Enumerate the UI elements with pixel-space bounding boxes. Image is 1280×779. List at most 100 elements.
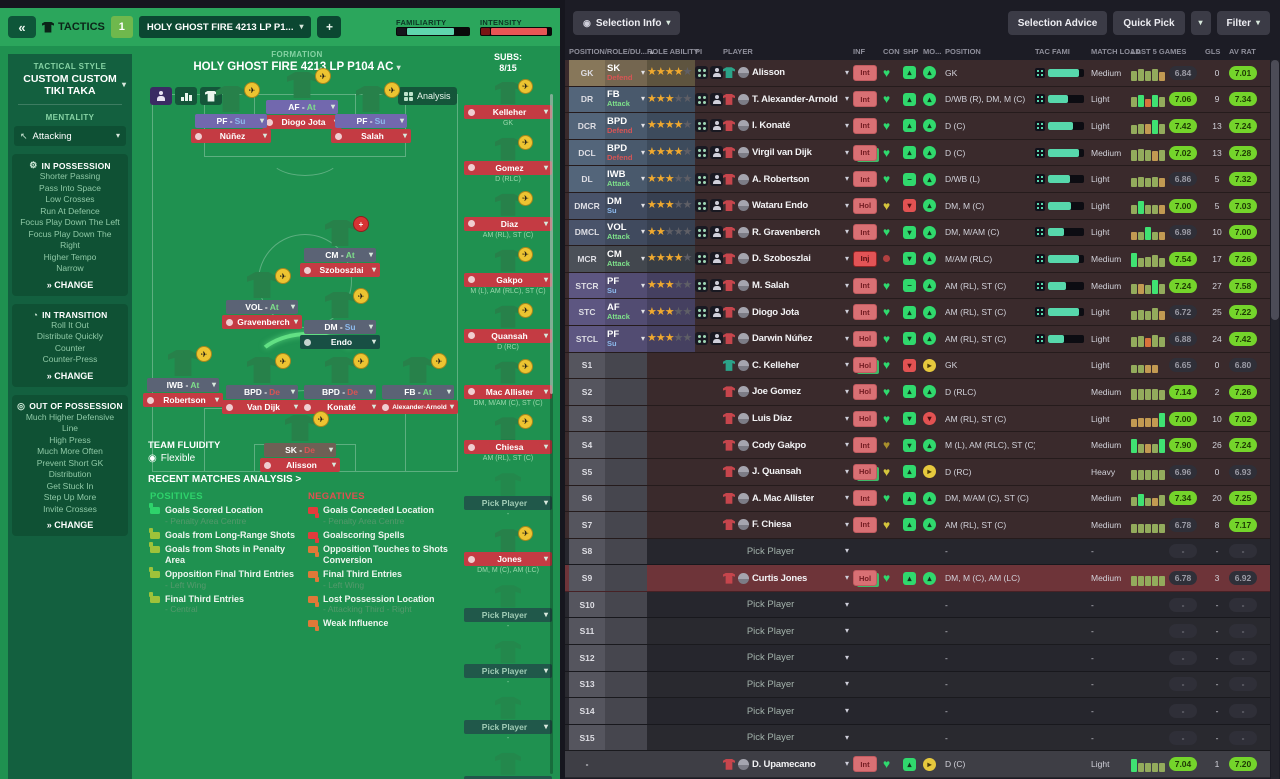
info-badge[interactable]: Inj xyxy=(853,250,877,267)
pitch-player[interactable]: ✈ SK - De ▾ Alisson ▾ xyxy=(260,411,340,472)
sub-slot[interactable]: Pick Player▾- xyxy=(460,752,556,779)
info-badge[interactable]: Int xyxy=(853,490,877,507)
sub-name-plate[interactable]: Gakpo ▾ xyxy=(464,272,552,287)
tactic-tab-1[interactable]: 1 xyxy=(110,16,133,38)
squad-row[interactable]: STCR PF Su ▾ ★ ★ ★ ★ ★ M. Salah ▾ Int ♥ − ▴ AM (RL), ST… xyxy=(565,272,1270,300)
sub-slot[interactable]: ✈ Mac Allister ▾ DM, M/AM (C), ST (C) xyxy=(460,358,556,407)
pitch-player[interactable]: ✈ PF - Su ▾ Salah ▾ xyxy=(331,82,411,143)
column-header-player[interactable]: PLAYER xyxy=(723,46,753,56)
role-plate[interactable]: SK - De ▾ xyxy=(264,443,336,457)
squad-row[interactable]: S15 Pick Player ▾ - - - - - xyxy=(565,724,1270,752)
pitch-player[interactable]: ✈ IWB - At ▾ Robertson ▾ xyxy=(143,346,223,407)
column-header-last-5-games[interactable]: LAST 5 GAMES xyxy=(1131,46,1187,56)
pi-cell[interactable] xyxy=(695,459,723,485)
pi-cell[interactable] xyxy=(695,60,723,86)
pi-cell[interactable] xyxy=(695,113,723,139)
pick-player-plate[interactable]: Pick Player ▾ xyxy=(464,719,552,734)
player-cell[interactable]: Pick Player ▾ xyxy=(723,592,853,618)
info-badge[interactable]: Int xyxy=(853,304,877,321)
sub-slot[interactable]: ✈ Gakpo ▾ M (L), AM (RLC), ST (C) xyxy=(460,246,556,295)
role-duty-cell[interactable] xyxy=(605,538,647,565)
subs-scrollbar[interactable] xyxy=(550,94,553,774)
pi-cell[interactable] xyxy=(695,87,723,113)
info-badge[interactable]: Int xyxy=(853,516,877,533)
squad-row[interactable]: MCR CM Attack ▾ ★ ★ ★ ★ ★ D. Szoboszlai ▾ Inj ▾ ▴ M/AM… xyxy=(565,246,1270,273)
pi-cell[interactable] xyxy=(695,486,723,512)
info-badge[interactable]: Hol xyxy=(853,570,877,587)
tactic-title-dropdown[interactable]: HOLY GHOST FIRE 4213 LP P1... ▾ xyxy=(138,16,312,38)
role-duty-cell[interactable] xyxy=(605,591,647,618)
filter-dropdown[interactable]: Filter ▾ xyxy=(1216,11,1270,35)
role-plate[interactable]: PF - Su ▾ xyxy=(335,114,407,128)
sub-name-plate[interactable]: Quansah ▾ xyxy=(464,328,552,343)
info-badge[interactable]: Hol xyxy=(853,330,877,347)
column-header-shp[interactable]: SHP xyxy=(903,46,919,56)
info-badge[interactable]: Int xyxy=(853,171,877,188)
role-plate[interactable]: CM - At ▾ xyxy=(304,248,376,262)
info-badge[interactable]: Int xyxy=(853,437,877,454)
squad-row[interactable]: S1 C. Kelleher ▾ Hol ♥ ▾ ▸ GK Light 6.65 0 6.80 xyxy=(565,352,1270,380)
player-cell[interactable]: Curtis Jones ▾ xyxy=(723,565,853,591)
column-header-pi[interactable]: PI xyxy=(695,46,703,56)
sub-name-plate[interactable]: Chiesa ▾ xyxy=(464,440,552,455)
player-name-plate[interactable]: Gravenberch ▾ xyxy=(222,315,302,329)
info-badge[interactable]: Hol xyxy=(853,410,877,427)
role-duty-cell[interactable] xyxy=(605,458,647,485)
role-plate[interactable]: IWB - At ▾ xyxy=(147,378,219,392)
pi-cell[interactable] xyxy=(695,166,723,192)
role-duty-cell[interactable] xyxy=(605,405,647,432)
role-duty-cell[interactable]: CM Attack ▾ xyxy=(605,246,647,272)
player-cell[interactable]: Pick Player ▾ xyxy=(723,645,853,671)
column-header-match-load[interactable]: MATCH LOAD xyxy=(1091,46,1141,56)
squad-row[interactable]: - D. Upamecano ▾ Int ♥ ▴ ▸ D (C) Light 7.04 1 7.20 xyxy=(565,751,1270,779)
sub-slot[interactable]: ✈ Kelleher ▾ GK xyxy=(460,79,556,127)
player-cell[interactable]: Joe Gomez ▾ xyxy=(723,379,853,405)
change-button[interactable]: » CHANGE xyxy=(46,370,94,381)
add-tactic-button[interactable]: + xyxy=(317,16,342,38)
pi-cell[interactable] xyxy=(695,592,723,618)
sub-slot[interactable]: ✈ Chiesa ▾ AM (RL), ST (C) xyxy=(460,414,556,462)
pi-cell[interactable] xyxy=(695,539,723,565)
sub-slot[interactable]: ✈ Jones ▾ DM, M (C), AM (LC) xyxy=(460,526,556,574)
player-name-plate[interactable]: Szoboszlai ▾ xyxy=(300,263,380,277)
pitch-player[interactable]: ✈ BPD - De ▾ Van Dijk ▾ xyxy=(222,353,302,414)
player-name-plate[interactable]: Núñez ▾ xyxy=(191,129,271,143)
column-header-role-ability[interactable]: ROLE ABILITY xyxy=(647,46,699,56)
pi-cell[interactable] xyxy=(695,432,723,458)
player-name-plate[interactable]: Diogo Jota ▾ xyxy=(262,115,342,129)
info-badge[interactable]: Int xyxy=(853,64,877,81)
sub-slot[interactable]: Pick Player▾- xyxy=(460,641,556,686)
role-duty-cell[interactable]: PF Su ▾ xyxy=(605,272,647,299)
pick-player-plate[interactable]: Pick Player ▾ xyxy=(464,496,552,511)
player-name-plate[interactable]: Robertson ▾ xyxy=(143,393,223,407)
role-plate[interactable]: FB - At ▾ xyxy=(382,385,454,399)
table-scrollbar-thumb[interactable] xyxy=(1271,60,1279,320)
role-plate[interactable]: BPD - De ▾ xyxy=(304,385,376,399)
pi-cell[interactable] xyxy=(695,299,723,325)
player-name-plate[interactable]: Endo ▾ xyxy=(300,335,380,349)
player-cell[interactable]: Cody Gakpo ▾ xyxy=(723,432,853,458)
pitch-player[interactable]: ✈ PF - Su ▾ Núñez ▾ xyxy=(191,82,271,143)
recent-matches-analysis-link[interactable]: RECENT MATCHES ANALYSIS > xyxy=(148,474,302,485)
role-plate[interactable]: AF - At ▾ xyxy=(266,100,338,114)
column-header-tac-fami[interactable]: TAC FAMI xyxy=(1035,46,1070,56)
info-badge[interactable]: Hol xyxy=(853,197,877,214)
player-cell[interactable]: C. Kelleher ▾ xyxy=(723,353,853,379)
pick-player-plate[interactable]: Pick Player ▾ xyxy=(464,608,552,623)
back-button[interactable]: « xyxy=(8,16,36,38)
role-plate[interactable]: VOL - At ▾ xyxy=(226,300,298,314)
pitch-player[interactable]: ✈ FB - At ▾ Alexander-Arnold ▾ xyxy=(378,353,458,414)
role-duty-cell[interactable] xyxy=(605,618,647,645)
player-cell[interactable]: D. Szoboszlai ▾ xyxy=(723,246,853,272)
info-badge[interactable]: Hol xyxy=(853,383,877,400)
player-cell[interactable]: F. Chiesa ▾ xyxy=(723,512,853,538)
sub-name-plate[interactable]: Jones ▾ xyxy=(464,552,552,567)
player-cell[interactable]: D. Upamecano ▾ xyxy=(723,751,853,777)
sub-slot[interactable]: Pick Player▾- xyxy=(460,585,556,630)
pi-cell[interactable] xyxy=(695,512,723,538)
player-cell[interactable]: M. Salah ▾ xyxy=(723,273,853,299)
sub-slot[interactable]: Pick Player▾- xyxy=(460,473,556,518)
role-plate[interactable]: PF - Su ▾ xyxy=(195,114,267,128)
player-cell[interactable]: Alisson ▾ xyxy=(723,60,853,86)
